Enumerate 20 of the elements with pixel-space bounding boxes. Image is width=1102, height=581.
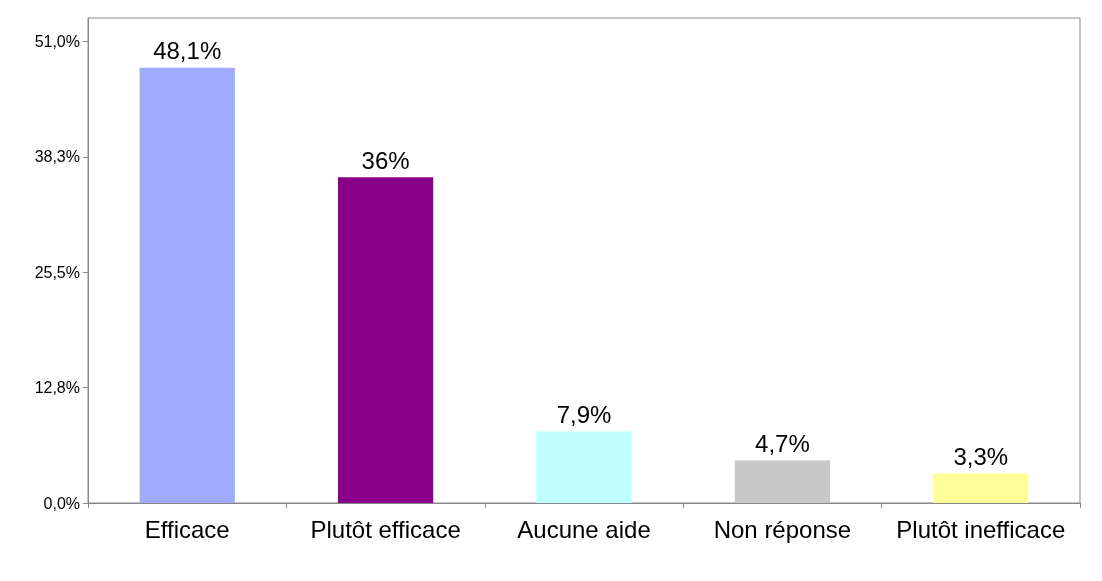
y-tick-label: 12,8% [34,379,80,397]
x-tick-label: Aucune aide [517,515,651,543]
data-label: 36% [361,146,410,174]
bar [933,473,1029,503]
x-tick-label: Plutôt efficace [310,515,461,543]
y-tick-label: 0,0% [43,494,80,512]
data-label: 7,9% [556,401,612,429]
data-label: 3,3% [953,442,1009,470]
bar [139,67,235,503]
bar [337,177,434,503]
bar [734,460,831,503]
x-tick-label: Plutôt inefficace [896,515,1066,543]
bar [536,431,632,503]
y-tick-label: 51,0% [34,33,80,51]
data-label: 48,1% [153,37,222,65]
y-tick-label: 38,3% [34,148,80,166]
x-tick-label: Efficace [144,515,230,543]
x-tick-label: Non réponse [713,515,852,543]
data-label: 4,7% [755,429,810,457]
y-tick-label: 25,5% [34,263,80,281]
